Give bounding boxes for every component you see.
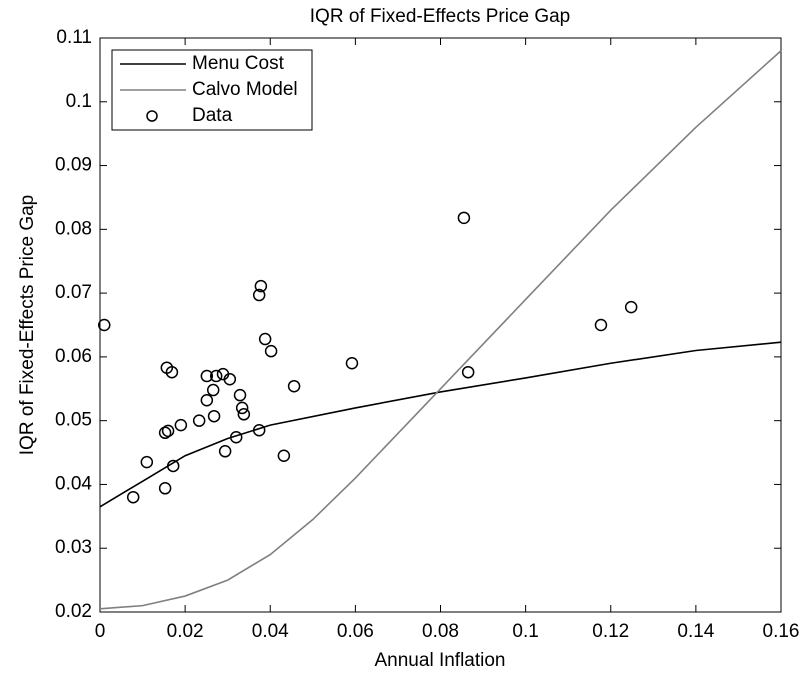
data-point: [161, 424, 175, 438]
y-tick-label: 0.07: [55, 282, 92, 303]
data-point: [206, 383, 220, 397]
y-tick-label: 0.03: [55, 537, 92, 558]
y-tick-label: 0.08: [55, 218, 92, 239]
data-point: [174, 418, 188, 432]
data-point: [192, 414, 206, 427]
data-point: [277, 449, 291, 462]
data-point: [264, 344, 278, 358]
x-tick-label: 0.14: [677, 621, 714, 642]
data-point: [594, 318, 608, 332]
data-point: [209, 369, 223, 383]
x-tick-label: 0: [95, 621, 106, 642]
legend-label: Calvo Model: [192, 79, 298, 100]
data-point: [235, 401, 249, 415]
y-tick-label: 0.02: [55, 601, 92, 622]
x-axis-label: Annual Inflation: [375, 650, 506, 671]
data-point: [166, 459, 180, 473]
y-tick-label: 0.11: [56, 27, 92, 48]
data-point: [461, 365, 475, 379]
series-line: [99, 50, 782, 610]
data-point: [258, 332, 272, 346]
data-point: [165, 365, 179, 379]
y-tick-label: 0.09: [55, 155, 92, 176]
data-point: [345, 357, 359, 370]
data-point: [457, 211, 471, 225]
data-point: [252, 423, 266, 437]
chart-title: IQR of Fixed-Effects Price Gap: [310, 6, 570, 27]
y-tick-label: 0.1: [66, 91, 92, 112]
x-tick-label: 0.1: [512, 621, 538, 642]
series-line: [99, 341, 782, 508]
x-tick-label: 0.02: [167, 621, 204, 642]
data-point: [252, 288, 266, 302]
data-point: [207, 409, 221, 423]
data-point: [98, 318, 111, 332]
data-point: [140, 455, 154, 469]
x-tick-label: 0.06: [337, 621, 374, 642]
x-tick-label: 0.08: [422, 621, 459, 642]
data-point: [237, 408, 251, 421]
data-point: [233, 388, 247, 402]
data-point: [229, 430, 243, 444]
data-point: [287, 379, 301, 393]
data-point: [158, 482, 172, 495]
y-tick-label: 0.05: [55, 410, 92, 431]
data-point: [624, 300, 638, 314]
y-tick-label: 0.04: [55, 473, 92, 494]
data-point: [200, 394, 214, 407]
x-tick-label: 0.12: [592, 621, 629, 642]
data-point: [126, 490, 140, 504]
legend-label: Data: [192, 105, 233, 126]
y-axis-label: IQR of Fixed-Effects Price Gap: [17, 195, 38, 455]
data-point: [158, 426, 172, 440]
x-tick-label: 0.04: [252, 621, 289, 642]
legend-label: Menu Cost: [192, 53, 285, 74]
y-tick-label: 0.06: [55, 346, 92, 367]
data-point: [200, 369, 214, 383]
data-point: [223, 372, 237, 386]
data-point: [254, 279, 268, 293]
legend-swatch: [146, 110, 158, 122]
x-tick-label: 0.16: [763, 621, 800, 642]
data-point: [218, 445, 232, 458]
